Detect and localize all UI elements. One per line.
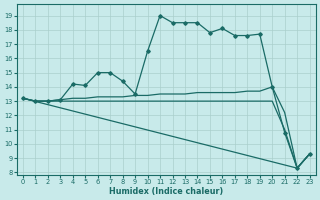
X-axis label: Humidex (Indice chaleur): Humidex (Indice chaleur): [109, 187, 223, 196]
